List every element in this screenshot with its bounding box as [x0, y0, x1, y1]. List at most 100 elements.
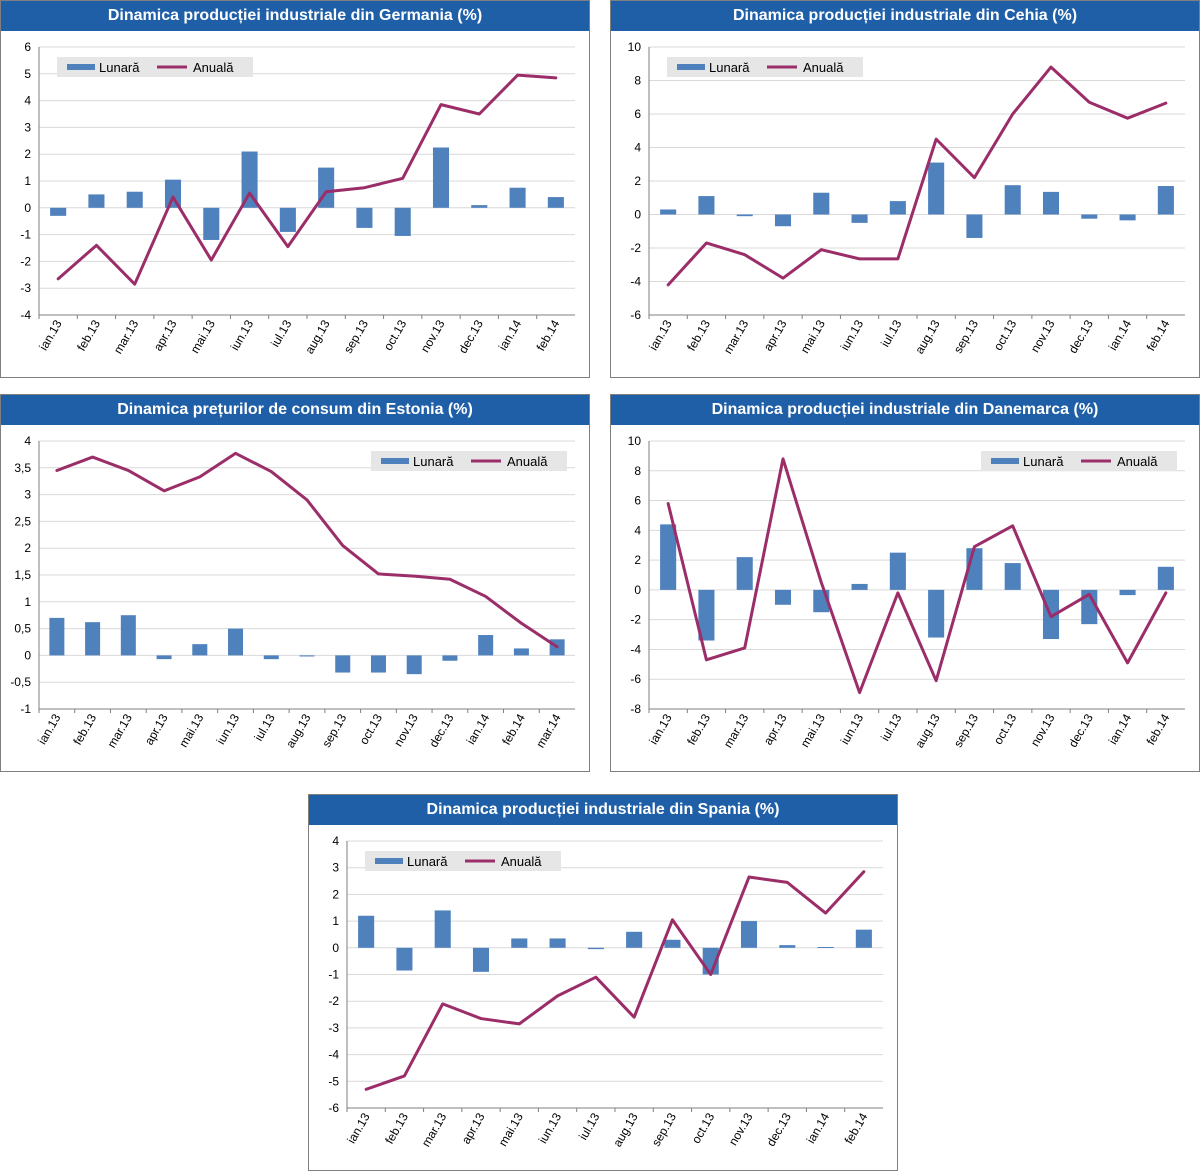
bar-lunara: [851, 583, 868, 590]
bar-lunara: [1081, 589, 1098, 625]
x-tick-label: ian.13: [35, 711, 64, 747]
y-tick-label: -0,5: [10, 675, 31, 689]
x-tick-label: iun.13: [838, 711, 867, 747]
legend: Lunară Anuală: [365, 851, 561, 871]
bar-lunara: [698, 589, 715, 641]
x-tick-label: mai.13: [176, 711, 206, 749]
chart-panel-germania: Dinamica producției industriale din Germ…: [0, 0, 590, 378]
x-tick-label: ian.14: [464, 711, 493, 747]
legend: Lunară Anuală: [667, 57, 863, 77]
bar-lunara: [228, 628, 244, 656]
bar-lunara: [434, 910, 451, 948]
line-anuala: [666, 65, 1168, 287]
y-tick-label: 3,5: [14, 461, 31, 475]
x-tick-label: feb.14: [499, 711, 528, 747]
legend-swatch-bar: [381, 458, 409, 464]
x-tick-label: mai.13: [188, 317, 218, 355]
legend-label: Anuală: [501, 854, 542, 869]
x-tick-label: oct.13: [991, 711, 1020, 747]
legend-swatch-bar: [677, 64, 705, 70]
chart-plot-danemarca: -8 -6 -4 -2 0 2 4 6 8 10 ian.13 feb.13 mar.13 apr.13 m…: [628, 434, 1185, 750]
line-anuala: [56, 73, 558, 286]
y-tick-label: -1: [328, 968, 339, 982]
legend-box: [667, 57, 863, 77]
bar-lunara: [889, 552, 906, 590]
x-tick-label: oct.13: [381, 317, 410, 353]
x-tick-label: iul.13: [878, 317, 905, 349]
x-tick-label: iul.13: [576, 1110, 603, 1142]
chart-panel-estonia: Dinamica prețurilor de consum din Estoni…: [0, 394, 590, 772]
bar-lunara: [358, 915, 375, 948]
x-tick-label: mar.13: [721, 317, 752, 356]
line-anuala: [666, 457, 1168, 695]
bar-lunara: [192, 644, 208, 656]
x-tick-label: nov.13: [391, 711, 421, 749]
legend-box: [981, 451, 1177, 471]
x-tick-label: mar.13: [104, 711, 135, 750]
bar-lunara: [335, 655, 351, 673]
y-tick-label: -2: [328, 994, 339, 1008]
x-tick-label: sep.13: [649, 1110, 679, 1148]
bar-lunara: [442, 655, 458, 661]
y-tick-label: -5: [328, 1074, 339, 1088]
y-tick-label: 1,5: [14, 568, 31, 582]
bar-lunara: [587, 947, 604, 950]
y-tick-label: 2,5: [14, 514, 31, 528]
y-tick-label: -4: [630, 642, 641, 656]
x-tick-label: feb.14: [842, 1110, 871, 1146]
bar-lunara: [660, 209, 677, 215]
legend: Lunară Anuală: [371, 451, 567, 471]
x-tick-label: sep.13: [951, 711, 981, 749]
x-tick-label: feb.14: [534, 317, 563, 353]
x-tick-label: nov.13: [1028, 317, 1058, 355]
bar-lunara: [928, 162, 945, 215]
bar-lunara: [664, 939, 681, 948]
bar-lunara: [698, 196, 715, 215]
bar-lunara: [966, 214, 983, 238]
x-tick-label: dec.13: [1066, 317, 1096, 355]
x-tick-label: feb.14: [1144, 711, 1173, 747]
x-tick-label: feb.14: [1144, 317, 1173, 353]
chart-panel-cehia: Dinamica producției industriale din Cehi…: [610, 0, 1200, 378]
chart-title: Dinamica producției industriale din Germ…: [1, 1, 589, 31]
y-tick-label: 3: [24, 120, 31, 134]
x-tick-label: apr.13: [761, 317, 790, 353]
x-tick-label: mar.14: [533, 711, 564, 750]
chart-plot-cehia: -6 -4 -2 0 2 4 6 8 10 ian.13 feb.13 mar.13 apr.13 mai…: [628, 40, 1185, 356]
line-anuala: [364, 870, 866, 1091]
y-tick-label: 6: [634, 494, 641, 508]
bar-lunara: [740, 921, 758, 948]
bar-lunara: [49, 617, 65, 656]
x-tick-label: ian.13: [344, 1110, 373, 1146]
x-tick-label: ian.13: [646, 317, 675, 353]
bar-lunara: [1081, 214, 1098, 219]
chart-plot-germania: -4 -3 -2 -1 0 1 2 3 4 5 6 ian.13 feb.13 mar.13 apr.13 m…: [20, 40, 575, 356]
bar-lunara: [1119, 214, 1136, 221]
x-tick-label: aug.13: [302, 317, 333, 356]
y-tick-label: 4: [24, 94, 31, 108]
bar-lunara: [203, 207, 220, 240]
legend-label: Anuală: [1117, 454, 1158, 469]
x-tick-label: dec.13: [764, 1110, 794, 1148]
x-tick-label: aug.13: [912, 317, 943, 356]
y-tick-label: 0: [332, 941, 339, 955]
y-tick-label: -4: [630, 275, 641, 289]
bar-lunara: [156, 655, 172, 660]
bar-lunara: [126, 191, 143, 208]
y-tick-label: 1: [332, 914, 339, 928]
y-tick-label: 2: [24, 147, 31, 161]
line-anuala: [55, 451, 559, 649]
x-tick-label: mar.13: [419, 1110, 450, 1149]
y-tick-label: 8: [634, 464, 641, 478]
bar-lunara: [774, 589, 792, 605]
bar-lunara: [406, 655, 422, 675]
x-tick-label: aug.13: [610, 1110, 641, 1149]
bar-lunara: [472, 947, 490, 972]
bar-lunara: [279, 207, 296, 232]
x-tick-label: ian.14: [1106, 711, 1135, 747]
x-tick-label: aug.13: [912, 711, 943, 750]
chart-title: Dinamica producției industriale din Dane…: [611, 395, 1199, 425]
legend-label: Lunară: [1023, 454, 1064, 469]
y-tick-label: 3: [332, 861, 339, 875]
bar-lunara: [513, 648, 529, 656]
